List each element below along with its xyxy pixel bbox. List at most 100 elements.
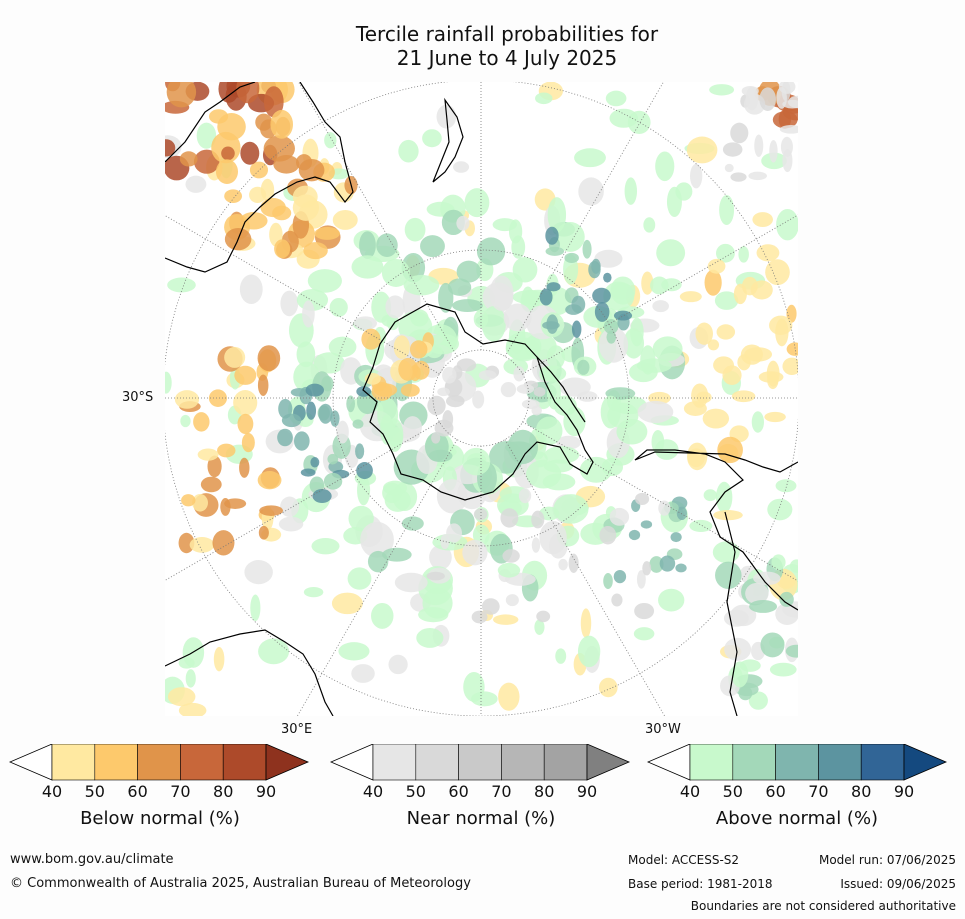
probability-patch [500,382,517,398]
probability-patch [259,505,284,516]
probability-patch [311,538,340,555]
probability-patch [655,151,675,182]
probability-patch [303,587,324,598]
probability-patch [592,287,611,304]
probability-patch [556,435,581,450]
probability-patch [764,411,786,423]
probability-patch [707,339,720,351]
probability-patch [603,573,613,589]
probability-patch [717,436,743,464]
probability-patch [393,335,410,359]
probability-patch [250,594,261,622]
probability-patch [180,414,191,428]
probability-patch [779,125,798,134]
probability-patch [212,530,235,556]
probability-patch [310,457,320,468]
legend-label-below: Below normal (%) [80,808,240,829]
probability-patch [428,449,453,463]
probability-patch [536,610,551,623]
probability-patch [497,562,521,578]
probability-patch [352,419,364,429]
probability-patch [400,383,420,397]
probability-patch [574,148,606,168]
colorbar-segment [458,744,502,781]
probability-patch [724,637,752,661]
colorbar-tick-label: 50 [405,782,426,801]
probability-patch [257,374,269,396]
probability-patch [555,648,567,664]
probability-patch [386,315,400,331]
probability-patch [376,233,398,257]
probability-patch [707,258,726,274]
footer-website: www.bom.gov.au/climate [10,852,174,867]
probability-patch [731,661,749,688]
antarctica-coastline [362,303,594,501]
colorbar-tick-label: 40 [362,782,384,801]
probability-patch [196,122,217,149]
australia-coastline [165,82,354,273]
probability-patch [643,217,656,233]
probability-patch [750,280,773,300]
probability-patch [767,498,793,521]
probability-patch [749,600,778,613]
probability-patch [730,172,747,182]
probability-patch [178,532,195,554]
probability-patch [446,523,462,543]
probability-patch [239,274,263,305]
probability-patch [385,295,405,319]
probability-patch [403,274,440,296]
probability-patch [511,235,526,259]
probability-patch [217,443,236,458]
probability-patch [760,632,785,658]
probability-patch [382,547,412,562]
probability-patch [277,428,293,447]
probability-patch [787,95,798,109]
probability-patch [670,532,682,543]
probability-patch [290,387,308,397]
colorbar-segment [860,744,905,781]
probability-patch [481,598,500,615]
probability-patch [780,136,793,157]
colorbar-segment [732,744,776,781]
probability-patch [462,447,491,476]
probability-patch [611,593,623,607]
probability-patch [447,278,472,296]
probability-patch [208,389,228,407]
probability-patch [473,508,488,521]
probability-patch [165,139,176,157]
probability-patch [185,669,196,688]
probability-patch [324,132,337,149]
probability-patch [255,113,273,131]
probability-patch [715,481,733,513]
probability-patch [471,610,488,624]
probability-patch [709,84,735,96]
probability-patch [553,494,589,524]
probability-patch [582,239,592,259]
probability-patch [691,383,709,408]
probability-patch [748,691,768,710]
probability-patch [649,556,664,573]
probability-patch [758,371,784,383]
probability-patch [388,654,408,675]
probability-patch [167,687,196,707]
antarctic-peninsula [536,356,586,423]
probability-patch [679,291,702,303]
probability-patch [580,608,592,639]
probability-patch [542,321,560,330]
probability-patch [312,489,332,503]
probability-patch [371,291,392,323]
probability-patch [716,324,736,340]
probability-patch [300,468,316,477]
probability-patch [577,635,601,668]
probability-patch [498,682,520,711]
probability-patch [600,395,621,429]
probability-patch [236,82,260,104]
probability-patch [702,408,730,429]
colorbar-tick-label: 70 [491,782,512,801]
probability-patch [513,366,525,382]
colorbar-tick-label: 70 [170,782,191,801]
colorbar-tick-label: 90 [893,782,915,801]
probability-patch [347,567,372,590]
probability-patch [442,410,454,429]
probability-patch [178,702,207,716]
